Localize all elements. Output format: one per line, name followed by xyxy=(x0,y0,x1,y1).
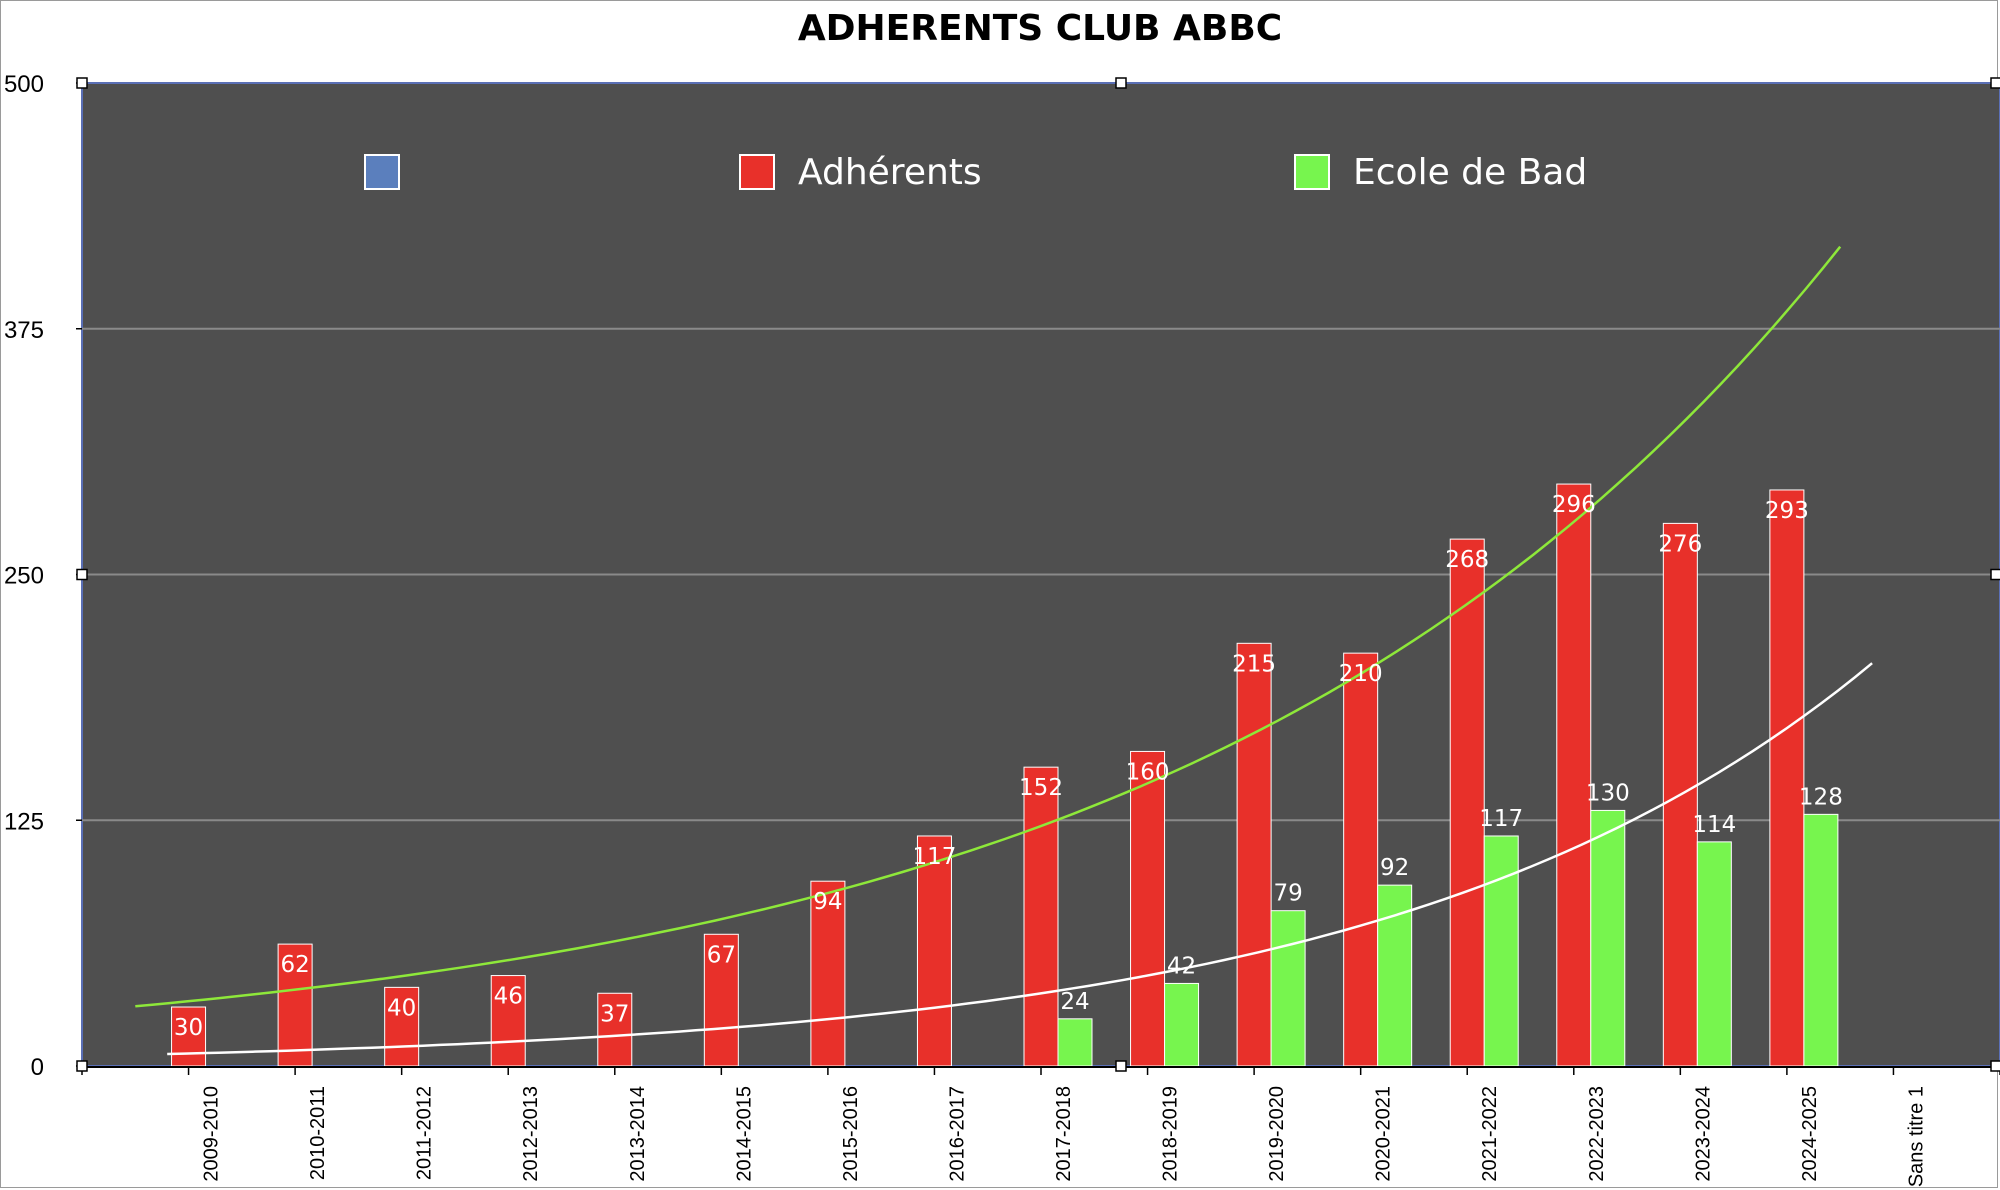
legend-swatch xyxy=(739,154,775,190)
bar-ecole-de-bad xyxy=(1057,1018,1093,1067)
trendline-ecole-de-bad xyxy=(167,662,1873,1056)
resize-handle[interactable] xyxy=(76,1060,88,1072)
x-tick-label: 2019-2020 xyxy=(1266,1086,1288,1182)
x-axis: 2009-2010 2010-2011 2011-2012 2012-2013 2013… xyxy=(81,1066,2000,1187)
trendlines xyxy=(135,245,1873,1056)
chart-title: ADHERENTS CLUB ABBC xyxy=(798,8,1282,49)
data-label-adherents: 296 xyxy=(1552,492,1596,518)
x-tick-label: Sans titre 1 xyxy=(1905,1086,1927,1187)
y-tick-label: 125 xyxy=(4,808,44,835)
data-label-adherents: 210 xyxy=(1339,661,1383,687)
y-tick-label: 250 xyxy=(4,563,44,590)
data-labels: 30 62 40 46 37 67 94 117 152 24 160 42 215 79 210 92 268… xyxy=(174,492,1843,1041)
resize-handle[interactable] xyxy=(76,568,88,581)
data-label-adherents: 37 xyxy=(600,1001,629,1027)
data-label-ecole-de-bad: 128 xyxy=(1799,784,1843,810)
bar-adherents xyxy=(384,986,420,1067)
bar-adherents xyxy=(1130,750,1166,1067)
x-tick-label: 2009-2010 xyxy=(201,1086,223,1182)
legend-swatch xyxy=(1294,154,1330,190)
data-label-adherents: 117 xyxy=(912,844,956,870)
data-label-ecole-de-bad: 92 xyxy=(1380,855,1409,881)
y-tick-label: 375 xyxy=(4,317,44,344)
x-tick-label: 2021-2022 xyxy=(1479,1086,1501,1182)
bar-ecole-de-bad xyxy=(1803,813,1839,1067)
x-tick-label: 2020-2021 xyxy=(1373,1086,1395,1182)
legend-label: Adhérents xyxy=(798,152,982,193)
bar-adherents xyxy=(1343,652,1379,1067)
legend: Adhérents Ecole de Bad xyxy=(364,152,1587,193)
x-tick-label: 2014-2015 xyxy=(733,1086,755,1182)
data-label-adherents: 94 xyxy=(813,889,842,915)
data-label-adherents: 160 xyxy=(1126,759,1170,785)
resize-handle[interactable] xyxy=(1990,77,2000,89)
bar-adherents xyxy=(1556,483,1592,1067)
resize-handle[interactable] xyxy=(1115,77,1127,89)
bar-adherents xyxy=(1769,489,1805,1067)
x-tick-label: 2024-2025 xyxy=(1799,1086,1821,1182)
y-tick-label: 0 xyxy=(31,1054,44,1081)
x-tick-label: 2012-2013 xyxy=(520,1086,542,1182)
resize-handle[interactable] xyxy=(1990,1060,2000,1072)
data-label-adherents: 46 xyxy=(494,984,523,1010)
x-tick-label: 2013-2014 xyxy=(627,1086,649,1182)
selection-handles[interactable] xyxy=(76,77,2000,1072)
data-label-adherents: 67 xyxy=(707,942,736,968)
data-label-ecole-de-bad: 24 xyxy=(1060,989,1089,1015)
x-tick-label: 2016-2017 xyxy=(946,1086,968,1182)
bar-adherents xyxy=(703,933,739,1067)
resize-handle[interactable] xyxy=(76,77,88,89)
bar-adherents xyxy=(597,992,633,1067)
bar-adherents xyxy=(1449,538,1485,1067)
data-label-ecole-de-bad: 42 xyxy=(1167,953,1196,979)
data-label-adherents: 30 xyxy=(174,1015,203,1041)
bar-ecole-de-bad xyxy=(1483,835,1519,1067)
data-label-ecole-de-bad: 130 xyxy=(1586,780,1630,806)
data-label-adherents: 276 xyxy=(1658,531,1702,557)
x-tick-label: 2011-2012 xyxy=(414,1086,436,1180)
x-tick-label: 2017-2018 xyxy=(1053,1086,1075,1182)
legend-swatch xyxy=(364,154,400,190)
data-label-adherents: 268 xyxy=(1445,547,1489,573)
bar-ecole-de-bad xyxy=(1590,809,1626,1067)
trendline-adherents xyxy=(135,245,1842,1008)
bar-adherents xyxy=(277,943,313,1067)
resize-handle[interactable] xyxy=(1115,1060,1127,1072)
bar-adherents xyxy=(916,835,952,1067)
x-tick-label: 2010-2011 xyxy=(307,1086,329,1180)
bar-adherents xyxy=(490,975,526,1067)
data-label-ecole-de-bad: 117 xyxy=(1479,806,1523,832)
y-tick-label: 500 xyxy=(4,71,44,98)
data-label-ecole-de-bad: 114 xyxy=(1692,812,1736,838)
data-label-adherents: 152 xyxy=(1019,775,1063,801)
legend-label: Ecole de Bad xyxy=(1353,152,1587,193)
x-tick-label: 2022-2023 xyxy=(1586,1086,1608,1182)
bar-ecole-de-bad xyxy=(1696,841,1732,1067)
y-axis: 0 125 250 375 500 xyxy=(4,71,82,1081)
data-label-adherents: 215 xyxy=(1232,651,1276,677)
x-tick-label: 2018-2019 xyxy=(1160,1086,1182,1182)
bar-ecole-de-bad xyxy=(1270,910,1306,1067)
bar-adherents xyxy=(1023,766,1059,1067)
resize-handle[interactable] xyxy=(1990,568,2000,581)
data-label-adherents: 293 xyxy=(1765,498,1809,524)
x-tick-label: 2015-2016 xyxy=(840,1086,862,1182)
data-label-ecole-de-bad: 79 xyxy=(1273,881,1302,907)
bar-adherents xyxy=(810,880,846,1067)
x-tick-label: 2023-2024 xyxy=(1692,1086,1714,1182)
bar-ecole-de-bad xyxy=(1164,982,1200,1067)
bar-adherents xyxy=(1236,642,1272,1067)
data-label-adherents: 40 xyxy=(387,995,416,1021)
data-label-adherents: 62 xyxy=(280,952,309,978)
